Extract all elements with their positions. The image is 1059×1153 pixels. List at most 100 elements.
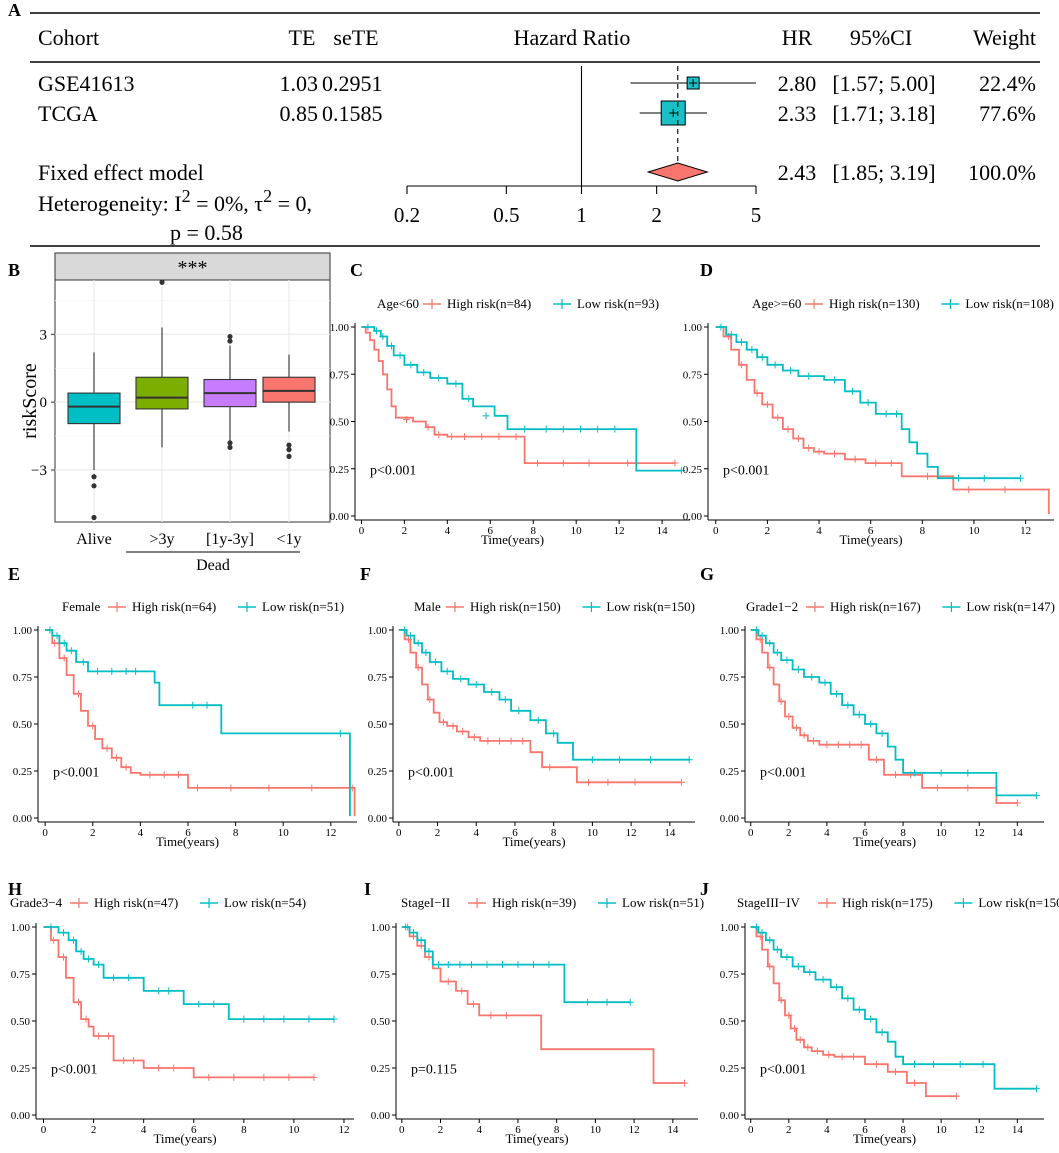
x-tick-label: 8 (551, 827, 557, 839)
y-tick-label: 1.00 (330, 322, 350, 334)
box-outlier (91, 483, 97, 489)
x-axis-title: Time(years) (839, 532, 902, 547)
x-tick-label: 6 (862, 1124, 868, 1136)
panel-letter-j: J (700, 879, 709, 899)
box-iqr (135, 376, 189, 410)
y-tick-label: 0.00 (330, 511, 350, 523)
x-category-label: >3y (149, 531, 174, 548)
y-tick-label: 1.00 (11, 922, 31, 934)
box-iqr (262, 376, 316, 403)
x-axis-title: Time(years) (502, 834, 565, 849)
km-title: Age<60 (377, 296, 419, 311)
legend-label: High risk(n=167) (830, 599, 921, 614)
x-tick-label: 12 (325, 827, 336, 839)
study-te: 0.85 (280, 101, 319, 126)
fixed-hr: 2.43 (778, 160, 817, 185)
x-tick-label: 2 (786, 1124, 792, 1136)
x-tick-label: 4 (824, 1124, 830, 1136)
y-tick-label: 0.25 (683, 464, 703, 476)
panel-letter-h: H (8, 879, 22, 899)
panel-letter-e: E (8, 564, 20, 584)
p-value-label: p<0.001 (760, 1063, 806, 1078)
x-tick-label: 0 (748, 1124, 754, 1136)
x-tick-label: 8 (920, 525, 926, 537)
p-value-label: p<0.001 (370, 463, 416, 478)
x-tick-label: 4 (473, 827, 479, 839)
y-tick-label: 0.75 (683, 369, 703, 381)
x-tick-label: 2 (402, 525, 408, 537)
header-sete: seTE (333, 25, 378, 50)
y-tick-label: 0.50 (371, 1016, 391, 1028)
x-tick-label: 8 (233, 827, 239, 839)
study-hr: 2.80 (778, 71, 817, 96)
x-tick-label: 0.2 (394, 203, 420, 227)
panel-letter-f: F (360, 564, 371, 584)
legend-label: High risk(n=64) (132, 599, 216, 614)
y-tick-label: 0.00 (13, 813, 33, 825)
legend-label: Low risk(n=51) (622, 895, 704, 910)
km-plot-grade-1-2: G Grade1−2 High risk(n=167) Low risk(n=147)… (700, 564, 1055, 849)
x-tick-label: 10 (571, 525, 583, 537)
y-tick-label: 0.00 (720, 1110, 740, 1122)
y-tick-label: 1.00 (720, 625, 740, 637)
x-tick-label: 10 (288, 1124, 300, 1136)
heterogeneity-label: Heterogeneity: I2 = 0%, τ2 = 0, (38, 186, 312, 216)
y-tick-label: 0.75 (720, 672, 740, 684)
y-tick-label: 1.00 (13, 625, 33, 637)
box-outlier (227, 440, 233, 446)
x-axis-title: Time(years) (153, 1131, 216, 1146)
x-tick-label: 8 (554, 1124, 560, 1136)
y-tick-label: 0 (40, 395, 48, 411)
km-plot-female: E Female High risk(n=64) Low risk(n=51) 0.00… (8, 564, 357, 849)
km-curve-high-risk (43, 926, 314, 1079)
significance-label: *** (178, 257, 208, 279)
y-tick-label: 0.50 (330, 417, 350, 429)
x-tick-label: 12 (629, 1124, 640, 1136)
km-title: Grade1−2 (746, 599, 798, 614)
x-tick-label: 2 (438, 1124, 444, 1136)
panel-letter-g: G (700, 564, 714, 584)
study-name: TCGA (38, 101, 98, 126)
x-tick-label: 6 (512, 827, 518, 839)
y-tick-label: 1.00 (683, 322, 703, 334)
fixed-weight: 100.0% (968, 160, 1036, 185)
legend-label: High risk(n=150) (470, 599, 561, 614)
y-tick-label: 0.50 (720, 1016, 740, 1028)
x-tick-label: 8 (241, 1124, 247, 1136)
km-curve-high-risk (715, 326, 1050, 515)
x-tick-label: 4 (816, 525, 822, 537)
x-axis-title: Time(years) (505, 1131, 568, 1146)
x-tick-label: 4 (445, 525, 451, 537)
y-tick-label: 0.25 (13, 766, 33, 778)
x-tick-label: 2 (651, 203, 662, 227)
p-value-label: p=0.115 (411, 1063, 457, 1078)
y-tick-label: 0.75 (720, 969, 740, 981)
km-plot-age-under-60: C Age<60 High risk(n=84) Low risk(n=93) 0.00… (330, 260, 690, 547)
y-tick-label: 0.25 (368, 766, 388, 778)
box-outlier (227, 338, 233, 344)
x-tick-label: 6 (185, 827, 191, 839)
x-category-label: Alive (76, 531, 112, 548)
x-tick-label: 0 (713, 525, 719, 537)
km-curve-high-risk (401, 926, 685, 1084)
risk-score-boxplot: B *** Alive >3y [1y-3y] <1y −3 0 3 riskScore Dead (8, 252, 331, 574)
x-tick-label: 6 (515, 1124, 521, 1136)
x-tick-label: 14 (1012, 827, 1024, 839)
x-category-label: <1y (276, 531, 301, 548)
x-axis-title: Time(years) (481, 532, 544, 547)
x-tick-label: 4 (141, 1124, 147, 1136)
y-tick-label: −3 (31, 463, 47, 479)
y-tick-label: 0.50 (13, 719, 33, 731)
x-tick-label: 12 (974, 827, 985, 839)
fixed-model-diamond (646, 162, 709, 182)
study-sete: 0.1585 (322, 101, 383, 126)
forest-plot: A Cohort TE seTE Hazard Ratio HR 95%CI Weight GS… (8, 0, 1040, 247)
group-label: Dead (196, 557, 230, 574)
km-plot-age-60-plus: D Age>=60 High risk(n=130) Low risk(n=108) 0… (683, 260, 1054, 547)
x-category-label: [1y-3y] (206, 531, 254, 548)
km-plot-male: F Male High risk(n=150) Low risk(n=150) 0.00… (360, 564, 695, 849)
km-title: StageIII−IV (737, 895, 801, 910)
y-tick-label: 0.50 (720, 719, 740, 731)
x-axis-title: Time(years) (853, 834, 916, 849)
y-tick-label: 0.75 (368, 672, 388, 684)
